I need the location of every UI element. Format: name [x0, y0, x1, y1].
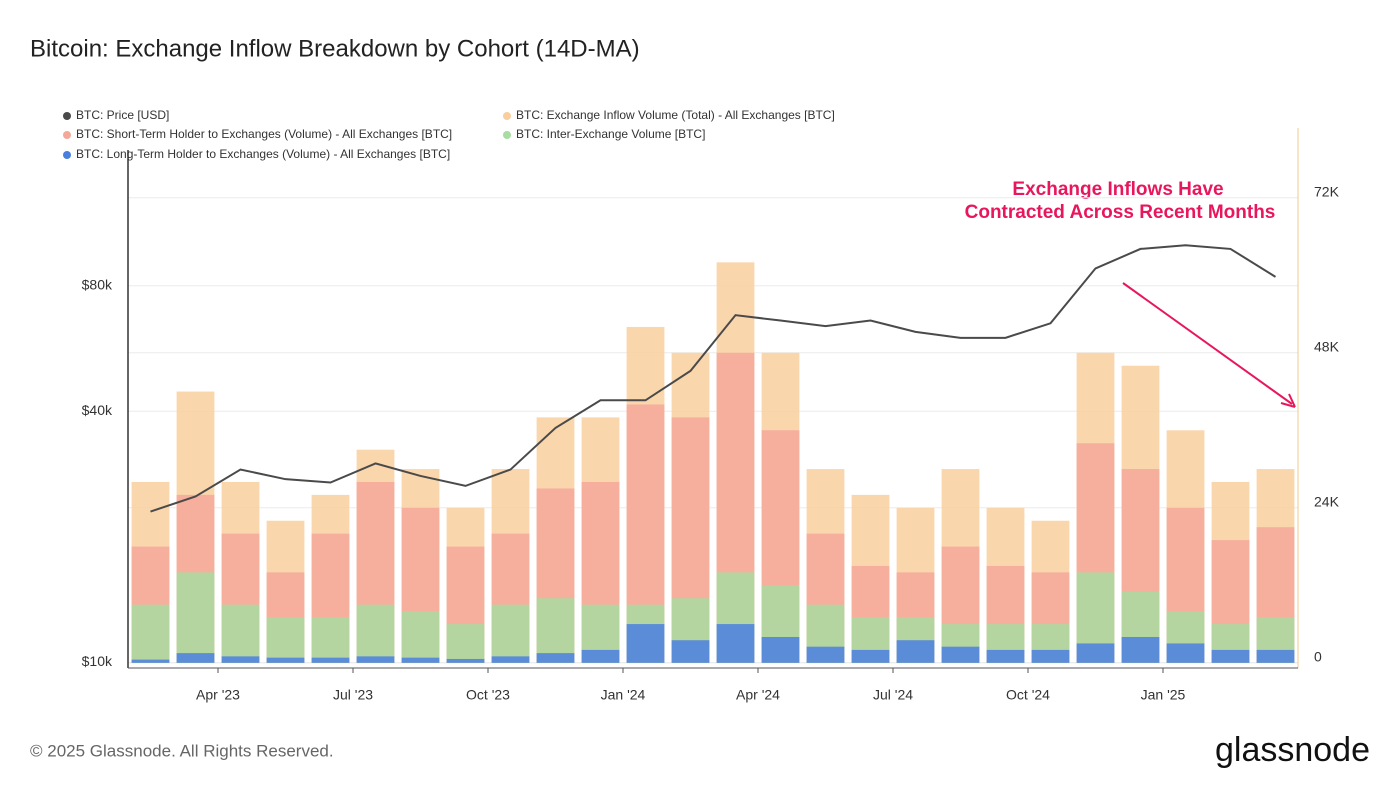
bar — [761, 636, 800, 663]
y2-tick-label: 48K — [1314, 338, 1340, 354]
annotation-arrow — [1122, 282, 1293, 405]
bar — [491, 656, 530, 663]
bar — [311, 657, 350, 663]
bar — [896, 640, 935, 663]
legend-label: BTC: Inter-Exchange Volume [BTC] — [516, 127, 705, 141]
x-tick-label: Oct '24 — [1006, 687, 1050, 703]
bar — [1031, 649, 1070, 663]
bar — [1211, 649, 1250, 663]
annotation: Contracted Across Recent Months — [965, 202, 1276, 223]
bar — [266, 657, 305, 663]
legend-label: BTC: Exchange Inflow Volume (Total) - Al… — [516, 108, 835, 122]
bar — [131, 659, 170, 663]
legend-swatch — [63, 112, 71, 120]
x-tick-label: Jan '24 — [601, 687, 646, 703]
annotation-arrowhead — [1280, 393, 1296, 408]
x-tick-label: Jul '24 — [873, 687, 913, 703]
legend-swatch — [503, 131, 511, 139]
x-tick-label: Oct '23 — [466, 687, 510, 703]
legend-swatch — [63, 151, 71, 159]
legend-swatch — [63, 131, 71, 139]
bar — [1166, 643, 1205, 663]
bar — [1076, 643, 1115, 663]
y-tick-label: $10k — [82, 653, 113, 669]
bar — [446, 624, 485, 663]
bar — [356, 656, 395, 663]
bar — [401, 611, 440, 663]
x-tick-label: Jan '25 — [1141, 687, 1186, 703]
bar — [1256, 649, 1295, 663]
bar — [221, 656, 260, 663]
bar — [536, 598, 575, 663]
y2-tick-label: 72K — [1314, 183, 1340, 199]
legend-swatch — [503, 112, 511, 120]
bar — [671, 640, 710, 663]
bar — [806, 646, 845, 663]
bar — [626, 624, 665, 663]
bar — [491, 604, 530, 663]
y-tick-label: $40k — [82, 402, 113, 418]
bar — [986, 649, 1025, 663]
x-tick-label: Apr '23 — [196, 687, 240, 703]
bar — [851, 649, 890, 663]
legend-label: BTC: Price [USD] — [76, 108, 169, 122]
legend-label: BTC: Short-Term Holder to Exchanges (Vol… — [76, 127, 452, 141]
bar — [356, 604, 395, 663]
bar — [131, 604, 170, 663]
annotation: Exchange Inflows Have — [1012, 179, 1223, 200]
bar — [266, 617, 305, 663]
bar — [446, 658, 485, 663]
x-tick-label: Jul '23 — [333, 687, 373, 703]
price-line — [150, 244, 1277, 513]
y2-tick-label: 24K — [1314, 494, 1340, 510]
x-tick-label: Apr '24 — [736, 687, 780, 703]
chart-title: Bitcoin: Exchange Inflow Breakdown by Co… — [30, 35, 640, 62]
bar — [941, 646, 980, 663]
bar — [176, 653, 215, 663]
y2-tick-label: 0 — [1314, 649, 1322, 665]
logo: glassnode — [1215, 731, 1370, 769]
bar — [1121, 636, 1160, 663]
bar — [581, 649, 620, 663]
bar — [716, 624, 755, 663]
y-tick-label: $80k — [82, 276, 113, 292]
bar — [311, 617, 350, 663]
bar — [221, 604, 260, 663]
bar — [401, 657, 440, 663]
bar — [176, 572, 215, 663]
legend-label: BTC: Long-Term Holder to Exchanges (Volu… — [76, 147, 450, 161]
bar — [536, 653, 575, 663]
footer: © 2025 Glassnode. All Rights Reserved. — [30, 741, 334, 760]
